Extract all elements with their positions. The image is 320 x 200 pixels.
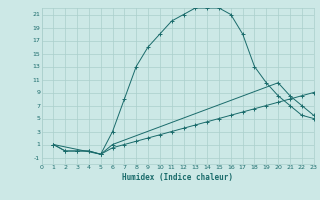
X-axis label: Humidex (Indice chaleur): Humidex (Indice chaleur) [122,173,233,182]
